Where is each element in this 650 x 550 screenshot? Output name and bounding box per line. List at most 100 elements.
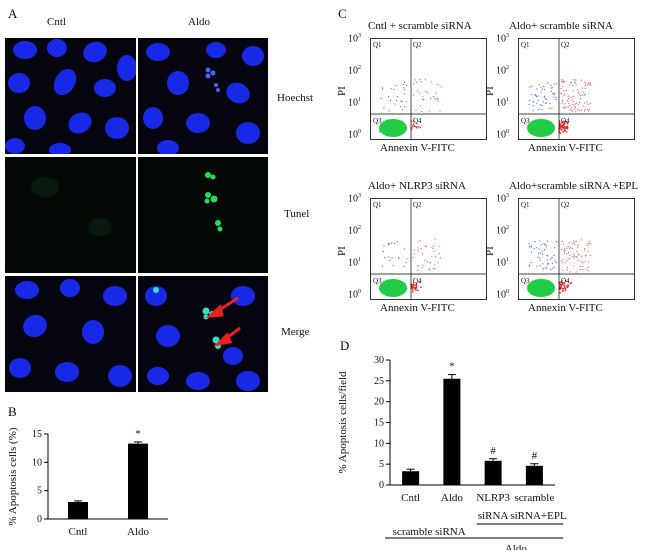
flow-plot-title: Aldo+scramble siRNA +EPL (509, 180, 639, 192)
flow-plot-xlabel: Annexin V-FITC (528, 142, 603, 154)
col-header-aldo: Aldo (188, 16, 210, 28)
y-tick-label: 15 (32, 429, 42, 440)
sub-label-aldo: Aldo (505, 543, 528, 550)
y-tick-label: 102 (348, 65, 361, 77)
flow-plot-title: Cntl + scramble siRNA (368, 20, 472, 32)
y-tick-label: 102 (496, 225, 509, 237)
significance-mark: # (532, 450, 538, 462)
flow-plot-canvas: Q1 Q2 Q3 Q4 (371, 39, 486, 139)
bar-nlrp3 (484, 460, 502, 485)
y-tick-label: 103 (496, 33, 509, 45)
y-axis-label: % Apoptosis cells (%) (7, 427, 19, 525)
y-tick-label: 25 (374, 376, 384, 387)
chart-d: 0 5 10 15 20 25 30 Cntl * Aldo # NLRP3 # scramble % Ap… (337, 355, 567, 550)
x-tick-label: NLRP3 (476, 492, 510, 504)
micrograph-aldo-merge (138, 276, 268, 392)
y-tick-label: 0 (37, 514, 42, 525)
col-header-cntl: Cntl (47, 16, 66, 28)
quadrant-label: Q1 (373, 201, 382, 209)
y-tick-label: 103 (348, 33, 361, 45)
chart-b: 0 5 10 15 Cntl * Aldo % Apoptosis cells (%) (7, 427, 168, 538)
y-tick-label: 100 (496, 289, 509, 301)
row-label-tunel: Tunel (284, 208, 310, 220)
quadrant-label: Q1 (521, 41, 530, 49)
nuclei-image (143, 42, 264, 154)
panel-a-letter: A (8, 6, 18, 21)
y-tick-label: 15 (374, 418, 384, 429)
y-tick-label: 10 (32, 457, 42, 468)
q3-population (527, 119, 555, 137)
y-tick-label: 101 (348, 257, 361, 269)
micrograph-cntl-merge (5, 276, 136, 392)
micrograph-cntl-tunel (5, 157, 136, 273)
sub-label-sirna-epl: siRNA+EPL (510, 510, 567, 522)
micrograph-cntl-hoechst (5, 38, 136, 154)
quadrant-label: Q2 (561, 41, 570, 49)
y-tick-label: 101 (496, 257, 509, 269)
significance-mark: * (449, 361, 455, 373)
x-tick-label: Aldo (441, 492, 464, 504)
flow-plot-ylabel: PI (336, 86, 348, 96)
quadrant-label: Q4 (413, 277, 422, 285)
flow-plot-ylabel: PI (336, 246, 348, 256)
quadrant-label: Q4 (561, 277, 570, 285)
flow-plot-ylabel: PI (484, 86, 496, 96)
micrograph-aldo-hoechst (138, 38, 268, 154)
y-tick-label: 5 (37, 486, 42, 497)
y-tick-label: 20 (374, 397, 384, 408)
bar-scramble (525, 465, 543, 485)
y-tick-label: 103 (496, 193, 509, 205)
row-label-hoechst: Hoechst (277, 92, 314, 104)
flow-plot-xlabel: Annexin V-FITC (380, 142, 455, 154)
y-tick-label: 101 (348, 97, 361, 109)
significance-mark: # (490, 445, 496, 457)
x-tick-label: Cntl (69, 526, 88, 538)
flow-plot-title: Aldo+ NLRP3 siRNA (368, 180, 466, 192)
flow-plot-3: Q1 Q2 Q3 Q4 (370, 198, 487, 300)
merge-image (9, 279, 132, 387)
quadrant-label: Q4 (561, 117, 570, 125)
y-tick-label: 0 (379, 480, 384, 491)
quadrant-label: Q3 (521, 277, 530, 285)
x-tick-label: Aldo (127, 526, 150, 538)
bar-aldo (128, 443, 148, 519)
quadrant-label: Q2 (413, 41, 422, 49)
y-tick-label: 100 (496, 129, 509, 141)
flow-plot-4: Q1 Q2 Q3 Q4 (518, 198, 635, 300)
y-tick-label: 5 (379, 459, 384, 470)
y-tick-label: 30 (374, 355, 384, 366)
micrograph-aldo-tunel (138, 157, 268, 273)
flow-plot-ylabel: PI (484, 246, 496, 256)
panel-d-letter: D (340, 338, 350, 353)
row-label-merge: Merge (281, 326, 310, 338)
quadrant-label: Q3 (373, 117, 382, 125)
y-tick-label: 101 (496, 97, 509, 109)
arrow-marks (205, 296, 241, 347)
quadrant-label: Q2 (413, 201, 422, 209)
tunel-image (204, 172, 223, 232)
flow-plot-canvas: Q1 Q2 Q3 Q4 (519, 199, 634, 299)
flow-plot-1: Q1 Q2 Q3 Q4 (370, 38, 487, 140)
bar-cntl (68, 502, 88, 519)
y-tick-label: 102 (348, 225, 361, 237)
quadrant-label: Q1 (521, 201, 530, 209)
nuclei-image (5, 39, 136, 154)
quadrant-label: Q3 (373, 277, 382, 285)
sub-label-scramble-sirna: scramble siRNA (393, 526, 466, 538)
x-tick-label: scramble (515, 492, 555, 504)
merge-image (145, 286, 260, 391)
quadrant-label: Q3 (521, 117, 530, 125)
bar-aldo (443, 378, 461, 485)
flow-plot-xlabel: Annexin V-FITC (380, 302, 455, 314)
flow-plot-title: Aldo+ scramble siRNA (509, 20, 613, 32)
y-tick-label: 102 (496, 65, 509, 77)
y-tick-label: 103 (348, 193, 361, 205)
flow-plot-2: Q1 Q2 Q3 Q4 (518, 38, 635, 140)
quadrant-label: Q1 (373, 41, 382, 49)
sub-label-nlrp3-sirna: siRNA (478, 510, 509, 522)
quadrant-label: Q2 (561, 201, 570, 209)
y-tick-label: 100 (348, 289, 361, 301)
flow-plot-canvas: Q1 Q2 Q3 Q4 (519, 39, 634, 139)
flow-plot-xlabel: Annexin V-FITC (528, 302, 603, 314)
y-tick-label: 100 (348, 129, 361, 141)
